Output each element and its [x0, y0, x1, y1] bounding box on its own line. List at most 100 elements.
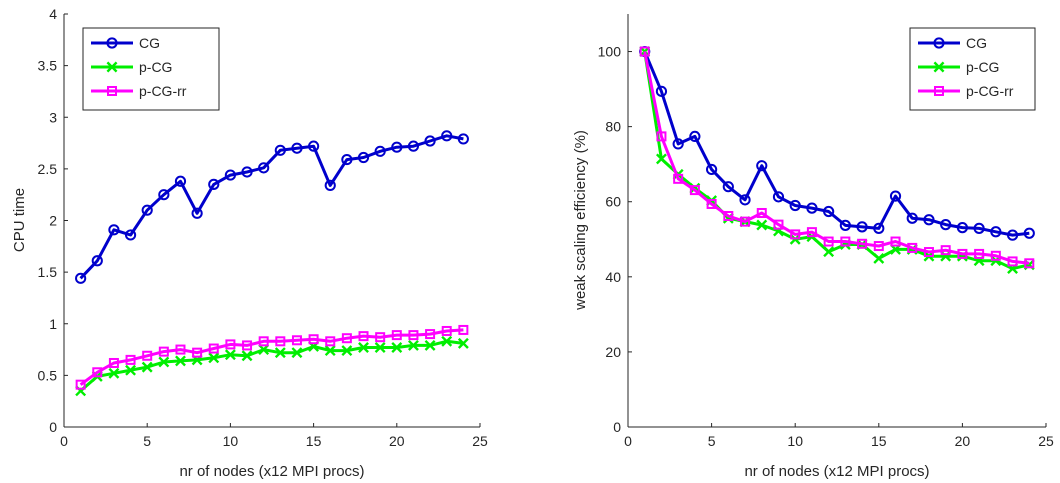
efficiency-y-tick-label: 40	[605, 269, 621, 285]
efficiency-y-axis-label: weak scaling efficiency (%)	[572, 130, 589, 311]
cpu-time-y-tick-label: 0.5	[38, 367, 58, 383]
cpu-time-data-point-p-cg	[158, 356, 170, 368]
efficiency-data-point-cg	[706, 163, 718, 176]
efficiency-legend-marker-p-cg	[933, 61, 945, 73]
cpu-time-data-point-cg	[324, 179, 336, 191]
efficiency-data-point-p-cg-rr	[873, 241, 884, 252]
cpu-time-data-point-p-cg-rr	[92, 367, 103, 378]
efficiency-data-point-cg	[739, 194, 751, 206]
cpu-time-y-tick-label: 3	[49, 109, 57, 125]
cpu-time-data-point-cg	[241, 166, 253, 178]
cpu-time-data-point-p-cg	[224, 349, 236, 361]
efficiency-legend-label-cg: CG	[966, 35, 987, 51]
efficiency-data-point-p-cg-rr	[790, 229, 801, 240]
efficiency-data-point-p-cg-rr	[974, 248, 985, 259]
cpu-time-data-point-p-cg-rr	[441, 325, 452, 336]
cpu-time-data-point-p-cg-rr	[341, 333, 352, 344]
cpu-time-data-point-cg	[258, 162, 270, 174]
cpu-time-x-tick-label: 25	[472, 433, 488, 449]
efficiency-legend-marker-cg	[933, 37, 945, 49]
efficiency-data-point-cg	[756, 160, 768, 172]
efficiency-data-point-p-cg-rr	[740, 216, 751, 227]
cpu-time-data-point-p-cg-rr	[142, 350, 153, 361]
efficiency-data-point-p-cg-rr	[823, 236, 834, 247]
cpu-time-data-point-p-cg	[341, 345, 353, 357]
cpu-time-data-point-p-cg-rr	[275, 336, 286, 347]
cpu-time-data-point-cg	[308, 140, 320, 152]
efficiency-data-point-cg	[839, 219, 851, 231]
cpu-time-data-point-p-cg-rr	[242, 340, 253, 351]
efficiency-data-point-p-cg-rr	[806, 227, 817, 238]
cpu-time-data-point-p-cg	[208, 352, 220, 364]
cpu-time-data-point-p-cg	[125, 364, 137, 376]
cpu-time-data-point-p-cg-rr	[458, 324, 469, 335]
efficiency-data-point-p-cg-rr	[923, 247, 934, 258]
cpu-time-x-tick-label: 5	[143, 433, 151, 449]
efficiency-data-point-p-cg	[873, 252, 885, 264]
cpu-time-series-line-p-cg	[79, 339, 464, 393]
efficiency-data-point-cg	[789, 199, 801, 212]
efficiency-data-point-cg	[873, 222, 885, 234]
efficiency-data-point-cg	[823, 205, 835, 218]
efficiency-legend: CG p-CG p-CG-rr	[909, 27, 1036, 111]
efficiency-data-point-p-cg-rr	[957, 248, 968, 259]
cpu-time-y-axis-label: CPU time	[11, 188, 28, 252]
efficiency-data-point-cg	[923, 214, 935, 226]
cpu-time-data-point-p-cg	[175, 355, 186, 367]
efficiency-data-point-p-cg-rr	[689, 185, 700, 196]
efficiency-legend-marker-p-cg-rr	[934, 86, 944, 96]
efficiency-data-point-p-cg-rr	[907, 242, 918, 253]
cpu-time-data-point-cg	[91, 255, 103, 267]
efficiency-data-point-cg	[856, 221, 868, 233]
cpu-time-data-point-p-cg-rr	[108, 357, 119, 368]
cpu-time-data-point-cg	[208, 178, 220, 190]
cpu-time-y-tick-label: 1	[49, 316, 57, 332]
cpu-time-x-tick-label: 20	[389, 433, 405, 449]
cpu-time-x-axis-label: nr of nodes (x12 MPI procs)	[179, 463, 364, 480]
cpu-time-legend: CG p-CG p-CG-rr	[82, 27, 220, 111]
cpu-time-series-cg	[75, 130, 469, 284]
cpu-time-legend-marker-p-cg-rr	[107, 86, 117, 96]
cpu-time-data-point-cg	[391, 141, 403, 153]
cpu-time-data-point-cg	[407, 140, 420, 152]
cpu-time-data-point-cg	[291, 142, 303, 154]
cpu-time-y-tick-label: 2	[49, 213, 57, 229]
efficiency-data-point-p-cg-rr	[840, 236, 851, 247]
cpu-time-data-point-p-cg-rr	[425, 329, 436, 340]
efficiency-data-point-p-cg-rr	[706, 198, 717, 209]
efficiency-data-point-cg	[990, 226, 1002, 238]
cpu-time-data-point-cg	[357, 151, 370, 164]
cpu-time-data-point-cg	[174, 175, 187, 187]
efficiency-data-point-cg	[1006, 229, 1019, 241]
cpu-time-series-line-p-cg-rr	[79, 328, 464, 386]
cpu-time-data-point-p-cg-rr	[192, 347, 203, 358]
cpu-time-data-point-cg	[374, 145, 386, 157]
efficiency-data-point-p-cg-rr	[656, 131, 667, 142]
efficiency-x-tick-label: 25	[1038, 433, 1054, 449]
efficiency-series-cg	[639, 45, 1035, 241]
cpu-time-data-point-cg	[141, 204, 153, 216]
efficiency-x-axis-label: nr of nodes (x12 MPI procs)	[744, 463, 929, 480]
cpu-time-data-point-cg	[75, 272, 87, 284]
cpu-time-data-point-cg	[424, 135, 436, 147]
cpu-time-data-point-p-cg	[108, 367, 120, 379]
efficiency-data-point-p-cg-rr	[639, 46, 650, 57]
cpu-time-legend-marker-cg	[106, 37, 118, 49]
cpu-time-data-point-cg	[124, 229, 137, 241]
cpu-time-data-point-p-cg-rr	[375, 332, 386, 343]
cpu-time-data-point-p-cg	[258, 344, 270, 356]
efficiency-data-point-p-cg-rr	[673, 173, 684, 184]
efficiency-series-line-p-cg-rr	[643, 51, 1030, 265]
efficiency-data-point-p-cg-rr	[1024, 258, 1035, 269]
cpu-time-legend-label-cg: CG	[139, 35, 160, 51]
efficiency-y-tick-label: 60	[605, 194, 621, 210]
efficiency-x-tick-label: 5	[708, 433, 716, 449]
efficiency-y-tick-label: 20	[605, 344, 621, 360]
cpu-time-y-tick-label: 4	[49, 6, 57, 22]
cpu-time-data-point-p-cg-rr	[225, 339, 236, 350]
cpu-time-legend-label-p-cg-rr: p-CG-rr	[139, 83, 187, 99]
efficiency-data-point-cg	[889, 190, 902, 202]
efficiency-data-point-cg	[1023, 227, 1035, 239]
cpu-time-chart: 0 5 10 15 20 25 0 0.5 1 1.5 2 2.5 3 3.5 4 CG p-CG p-CG-rr…	[11, 6, 488, 480]
